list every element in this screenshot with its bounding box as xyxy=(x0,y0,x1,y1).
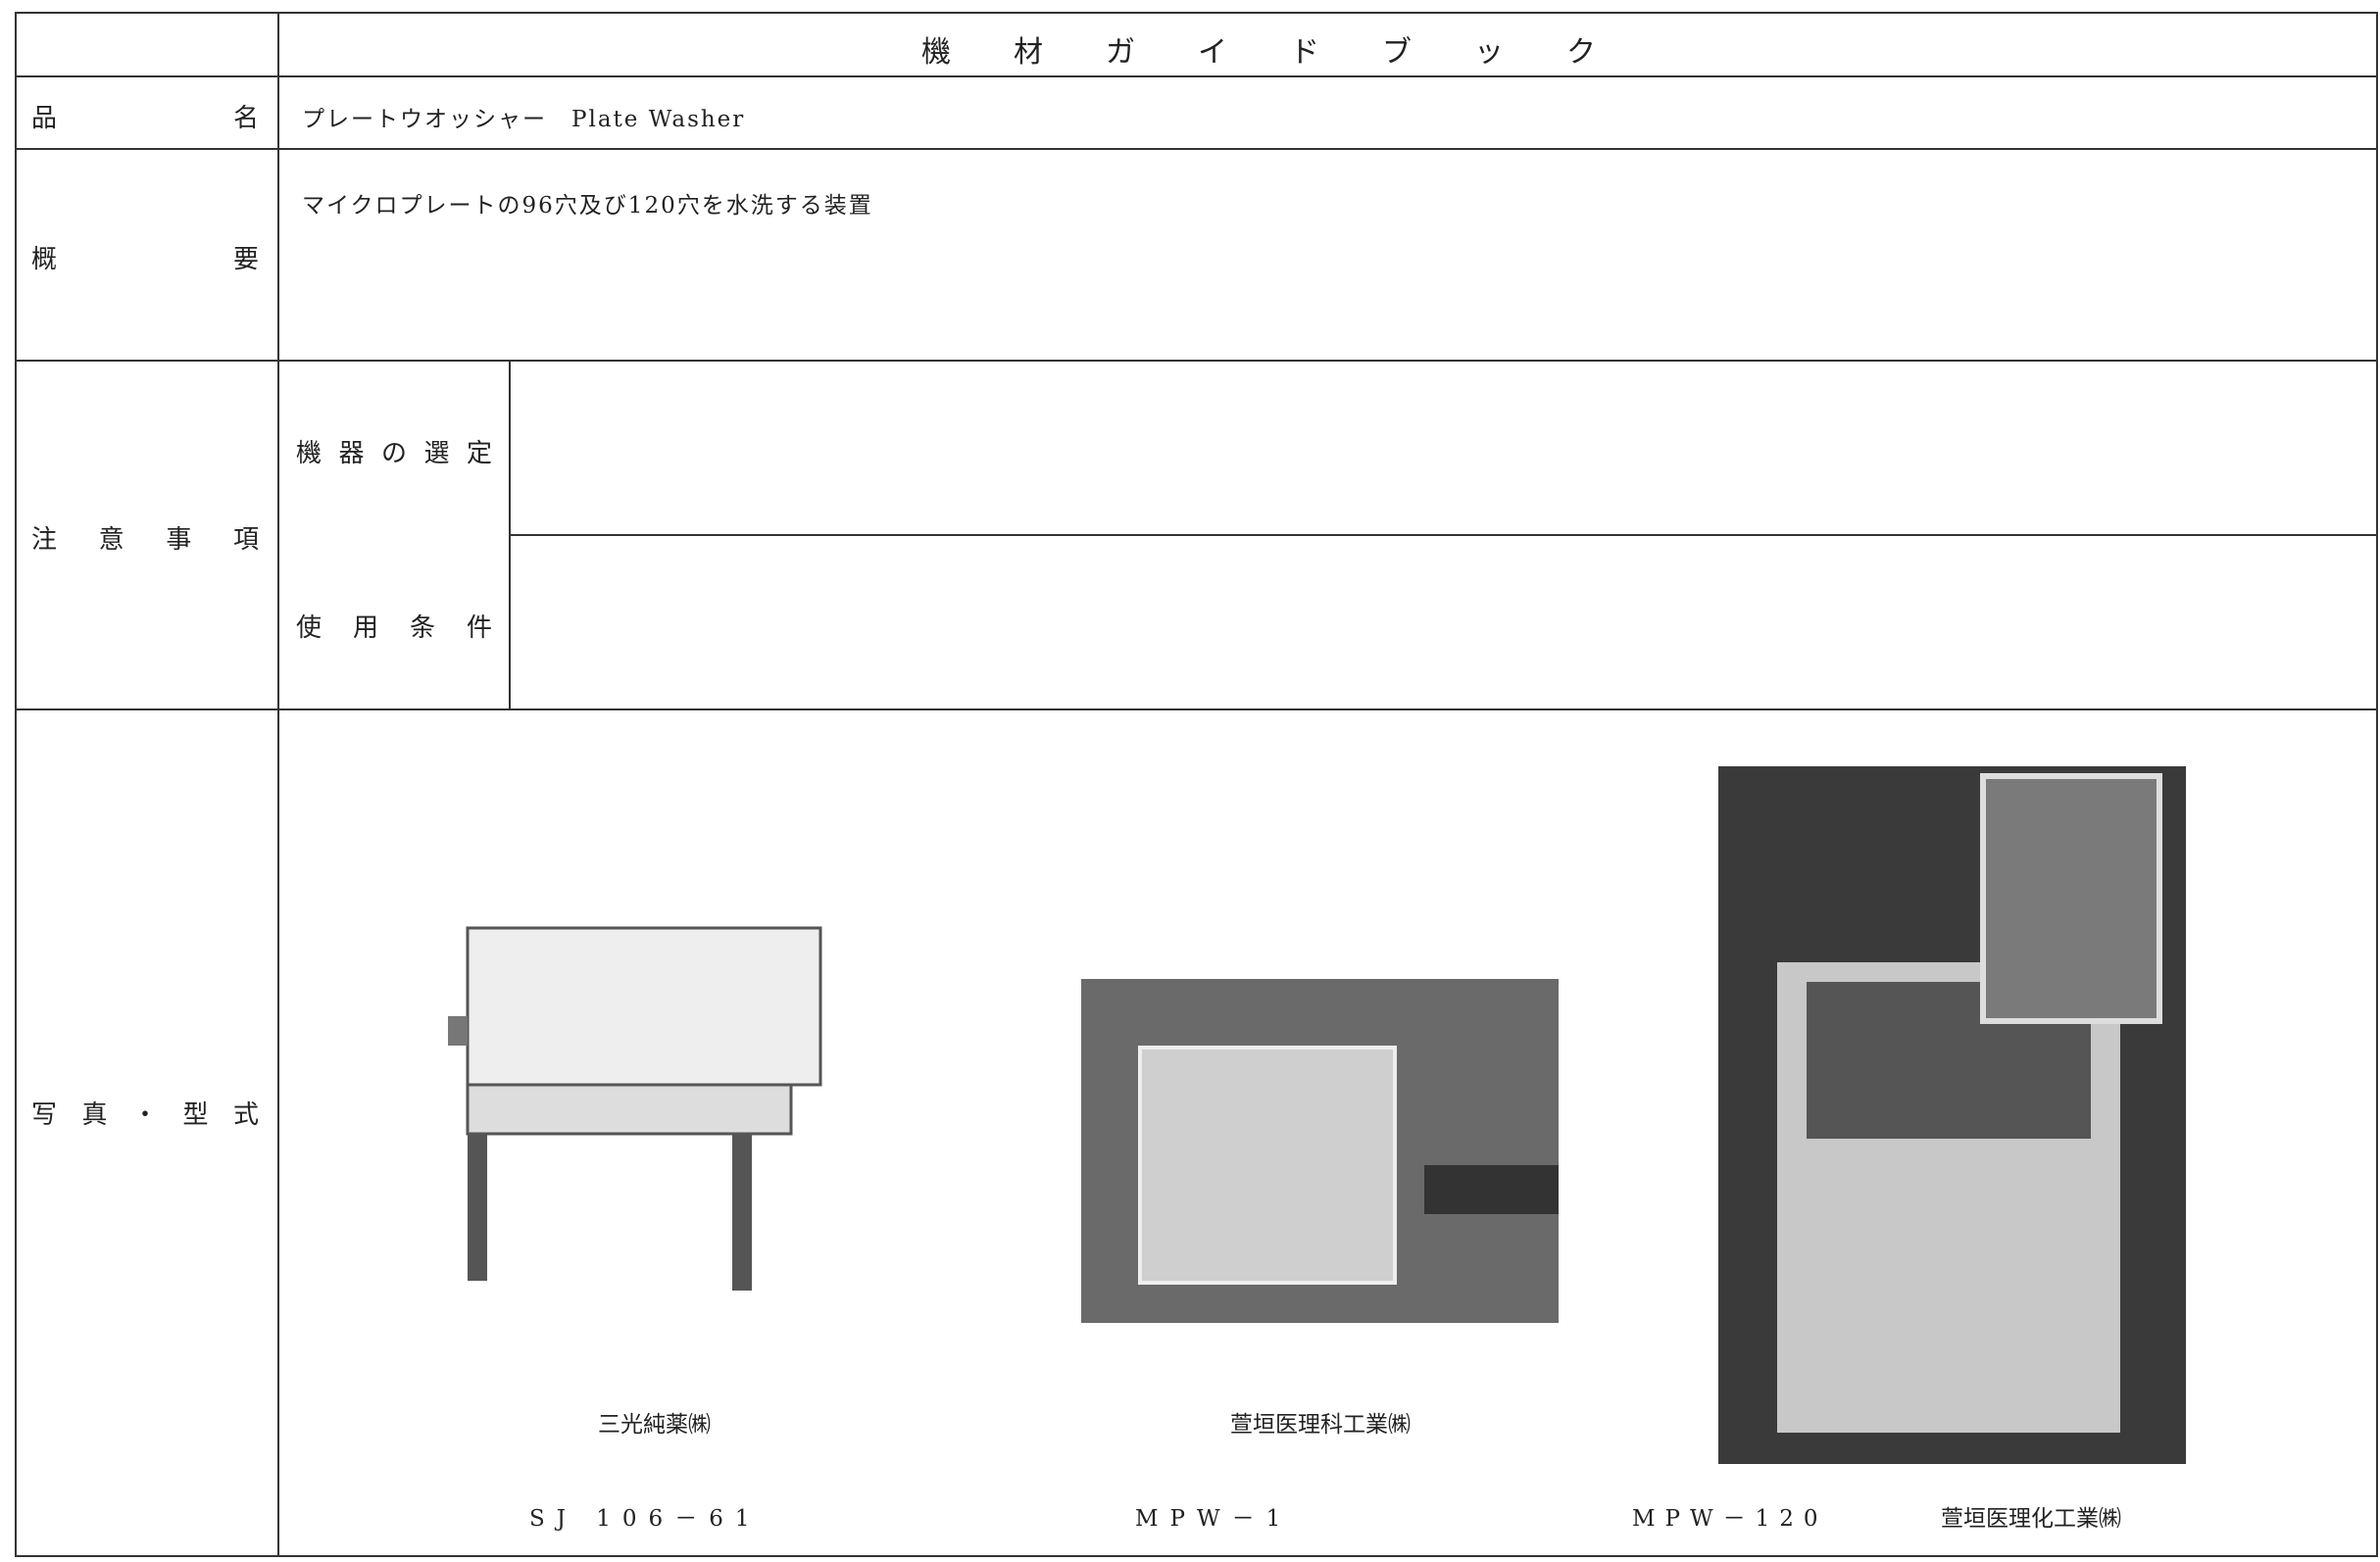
divider xyxy=(277,12,279,1557)
photo xyxy=(1718,766,2186,1464)
row-line xyxy=(15,360,2377,362)
label: 概要 xyxy=(31,245,259,274)
product-name: プレートウオッシャー Plate Washer xyxy=(302,107,746,132)
overview: マイクロプレートの96穴及び120穴を水洗する装置 xyxy=(302,193,873,219)
maker: 三光純薬㈱ xyxy=(598,1412,711,1438)
row-line xyxy=(15,148,2377,150)
photo xyxy=(448,926,822,1291)
model: MPW－1 xyxy=(1135,1506,1293,1532)
label: 写真・型式 xyxy=(31,1100,259,1130)
label: 品名 xyxy=(31,104,259,133)
maker: 萱垣医理科工業㈱ xyxy=(1230,1412,1411,1438)
photo xyxy=(1081,979,1559,1323)
label: 機器の選定 xyxy=(296,439,492,468)
title: 機材ガイドブック xyxy=(921,35,1659,70)
model: MPW－120 xyxy=(1632,1506,1828,1532)
border xyxy=(15,12,2377,14)
maker: 萱垣医理化工業㈱ xyxy=(1941,1506,2121,1532)
row-line xyxy=(15,75,2377,77)
border xyxy=(15,12,17,1557)
row-line xyxy=(15,708,2377,710)
label: 注意事項 xyxy=(31,525,259,555)
label: 使用条件 xyxy=(296,613,492,643)
border xyxy=(15,1555,2377,1557)
border xyxy=(2376,12,2378,1557)
model: SJ 106－61 xyxy=(529,1506,762,1532)
row-line xyxy=(509,534,2377,536)
